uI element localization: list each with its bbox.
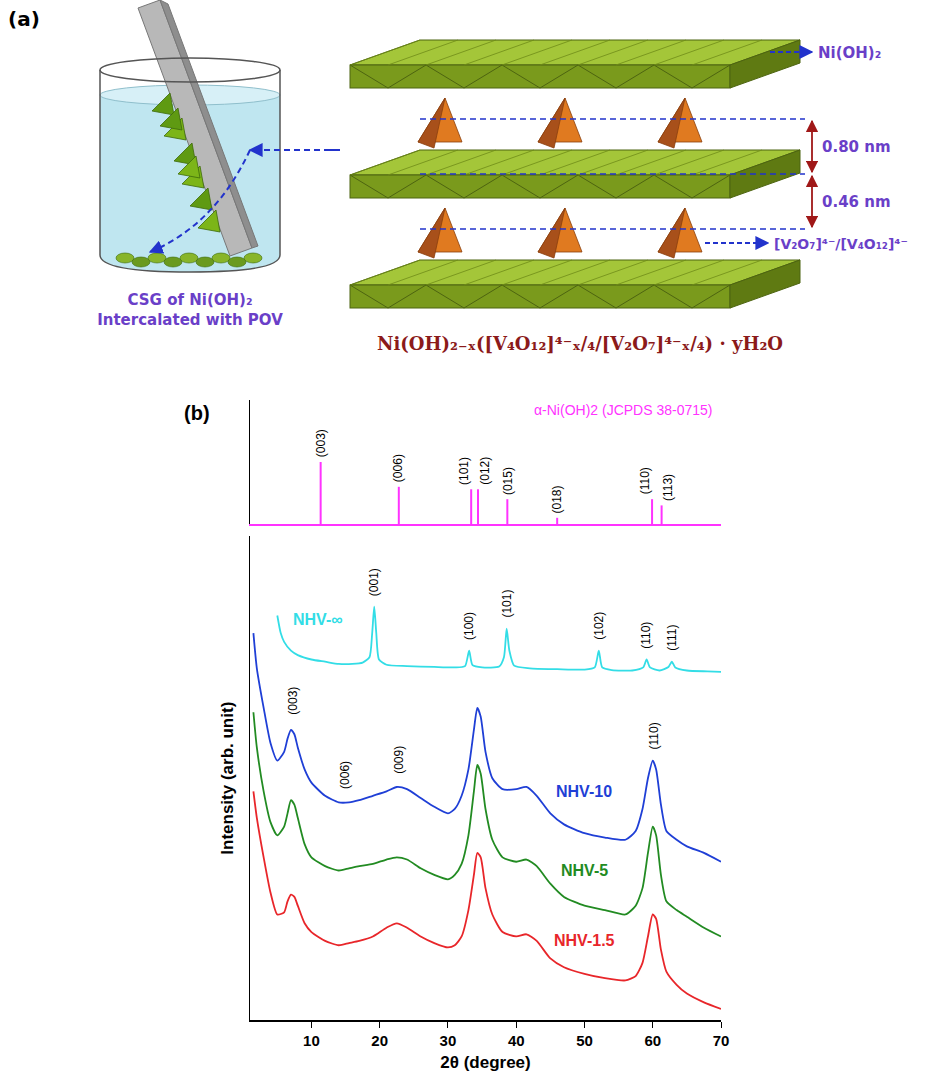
- svg-text:[V₂O₇]⁴⁻/[V₄O₁₂]⁴⁻: [V₂O₇]⁴⁻/[V₄O₁₂]⁴⁻: [774, 236, 908, 252]
- svg-text:10: 10: [303, 1032, 320, 1049]
- svg-text:30: 30: [440, 1032, 457, 1049]
- svg-text:NHV-10: NHV-10: [556, 783, 612, 800]
- svg-text:NHV-∞: NHV-∞: [293, 611, 343, 628]
- svg-text:(006): (006): [338, 761, 352, 789]
- svg-text:NHV-1.5: NHV-1.5: [554, 932, 615, 949]
- svg-text:Intercalated with POV: Intercalated with POV: [97, 311, 283, 329]
- svg-text:Ni(OH)₂₋ₓ([V₄O₁₂]⁴⁻ₓ/₄/[V₂O₇]⁴: Ni(OH)₂₋ₓ([V₄O₁₂]⁴⁻ₓ/₄/[V₂O₇]⁴⁻ₓ/₄) · yH…: [377, 333, 783, 354]
- svg-text:(113): (113): [661, 474, 675, 501]
- svg-text:60: 60: [644, 1032, 661, 1049]
- svg-text:(101): (101): [457, 457, 471, 485]
- svg-text:NHV-5: NHV-5: [561, 862, 608, 879]
- svg-text:(003): (003): [314, 429, 328, 457]
- svg-text:0.46 nm: 0.46 nm: [822, 193, 891, 211]
- svg-text:(110): (110): [638, 467, 652, 494]
- svg-text:(102): (102): [592, 612, 606, 640]
- svg-text:(003): (003): [286, 687, 300, 715]
- svg-text:(012): (012): [478, 457, 492, 485]
- svg-text:(009): (009): [392, 746, 406, 774]
- svg-text:(006): (006): [391, 454, 405, 482]
- svg-text:(111): (111): [665, 625, 679, 651]
- svg-text:(110): (110): [647, 722, 661, 749]
- svg-text:(101): (101): [500, 590, 514, 618]
- svg-text:2θ (degree): 2θ (degree): [440, 1053, 530, 1072]
- svg-text:0.80 nm: 0.80 nm: [822, 138, 891, 156]
- svg-text:Intensity (arb. unit): Intensity (arb. unit): [218, 702, 237, 855]
- svg-text:40: 40: [508, 1032, 525, 1049]
- svg-text:α-Ni(OH)2 (JCPDS 38-0715): α-Ni(OH)2 (JCPDS 38-0715): [534, 402, 712, 418]
- svg-text:20: 20: [371, 1032, 388, 1049]
- svg-text:(001): (001): [367, 568, 381, 596]
- svg-text:50: 50: [576, 1032, 593, 1049]
- svg-text:70: 70: [713, 1032, 730, 1049]
- svg-text:CSG of Ni(OH)₂: CSG of Ni(OH)₂: [128, 291, 253, 309]
- svg-text:(110): (110): [639, 622, 653, 649]
- svg-text:(a): (a): [8, 7, 40, 31]
- svg-text:(018): (018): [550, 485, 564, 513]
- svg-text:(b): (b): [184, 402, 210, 424]
- svg-text:(100): (100): [462, 612, 476, 640]
- svg-text:(015): (015): [501, 467, 515, 495]
- svg-text:Ni(OH)₂: Ni(OH)₂: [818, 44, 881, 62]
